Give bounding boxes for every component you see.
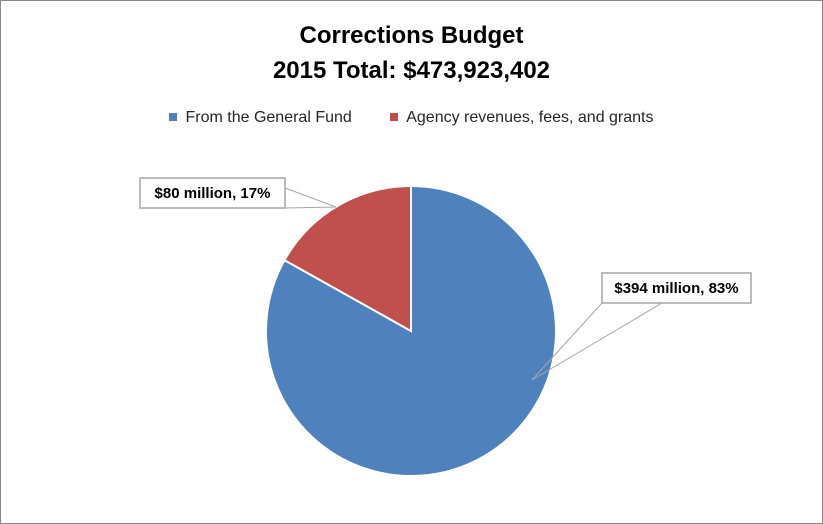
data-label-general-fund: $394 million, 83% <box>531 272 752 381</box>
chart-title: Corrections Budget <box>299 22 524 49</box>
data-label-box-agency-revenues <box>139 177 286 209</box>
chart-subtitle: 2015 Total: $473,923,402 <box>272 57 551 84</box>
pie-slice-agency-revenues <box>283 184 412 333</box>
leader-line-general-fund <box>531 302 663 381</box>
leader-line-agency-revenues <box>284 187 337 209</box>
data-label-text-agency-revenues: $80 million, 17% <box>155 185 271 202</box>
chart-title-block: Corrections Budget 2015 Total: $473,923,… <box>0 18 823 88</box>
legend-swatch-agency-revenues <box>390 112 399 121</box>
legend-item-general-fund: From the General Fund <box>169 109 352 127</box>
legend: From the General Fund Agency revenues, f… <box>0 109 823 127</box>
data-label-agency-revenues: $80 million, 17% <box>139 177 337 209</box>
legend-label-general-fund: From the General Fund <box>185 109 352 126</box>
data-label-box-general-fund <box>601 272 752 304</box>
legend-item-agency-revenues: Agency revenues, fees, and grants <box>390 109 654 127</box>
legend-swatch-general-fund <box>169 112 178 121</box>
data-label-text-general-fund: $394 million, 83% <box>614 280 738 297</box>
legend-label-agency-revenues: Agency revenues, fees, and grants <box>406 109 654 126</box>
